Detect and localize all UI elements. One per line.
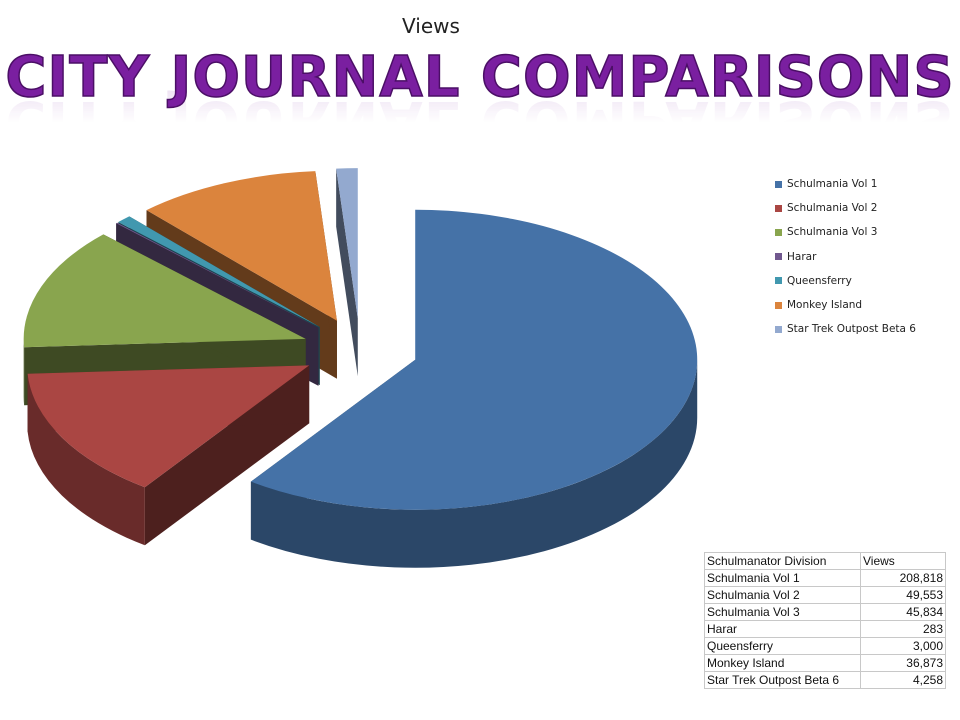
legend-swatch [775,180,782,188]
table-row: Queensferry 3,000 [704,637,946,655]
table-cell-division: Schulmania Vol 2 [704,586,861,604]
pie-slice-top: Schulmania Vol 3: 45834 [23,234,306,348]
chart-title: Views [402,14,460,38]
legend-label: Harar [787,250,817,263]
legend-label: Queensferry [787,274,852,287]
legend-label: Schulmania Vol 2 [787,202,878,215]
table-row: Schulmania Vol 3 45,834 [704,603,946,621]
page-headline: City Journal Comparisons [5,45,955,110]
legend-label: Monkey Island [787,299,863,312]
pie-slice-side [336,168,358,377]
pie-slices: Star Trek Outpost Beta 6: 4258Monkey Isl… [23,168,698,568]
legend-label: Schulmania Vol 1 [787,178,878,191]
pie-slice-0: Schulmania Vol 1: 208818 [250,209,698,568]
pie-slice-top: Harar: 283 [116,222,319,328]
legend-swatch [775,301,782,309]
pie-slice-top: Schulmania Vol 2: 49553 [27,365,310,488]
table-cell-division: Queensferry [704,637,861,655]
headline-reflection: City Journal Comparisons [5,88,955,153]
headline-block: City Journal Comparisons City Journal Co… [0,45,960,153]
legend-swatch [775,277,782,285]
pie-slice-top: Star Trek Outpost Beta 6: 4258 [336,168,358,319]
pie-chart: Star Trek Outpost Beta 6: 4258Monkey Isl… [23,168,698,568]
legend-label: Schulmania Vol 3 [787,226,878,239]
pie-slice-top: Schulmania Vol 1: 208818 [250,209,698,510]
pie-slice-top: Monkey Island: 36873 [146,171,337,321]
table-row: Star Trek Outpost Beta 6 4,258 [704,671,946,689]
pie-slice-1: Schulmania Vol 2: 49553 [27,365,310,546]
table-cell-views: 283 [860,620,946,638]
table-row: Schulmania Vol 2 49,553 [704,586,946,604]
table-row: Monkey Island 36,873 [704,654,946,672]
pie-slice-wall [250,359,698,568]
legend-item: Monkey Island [775,293,916,317]
legend-item: Schulmania Vol 3 [775,220,916,244]
table-cell-division: Harar [704,620,861,638]
legend-swatch [775,325,782,333]
legend-item: Queensferry [775,269,916,293]
legend-item: Schulmania Vol 2 [775,196,916,220]
pie-slice-top: Queensferry: 3000 [118,216,320,328]
legend-item: Star Trek Outpost Beta 6 [775,317,916,341]
legend-item: Schulmania Vol 1 [775,172,916,196]
data-table: Schulmanator Division Views Schulmania V… [704,552,946,689]
table-cell-views: 208,818 [860,569,946,587]
table-cell-division: Monkey Island [704,654,861,672]
table-header-row: Schulmanator Division Views [704,552,946,570]
table-header-division: Schulmanator Division [704,552,861,570]
table-cell-division: Schulmania Vol 3 [704,603,861,621]
table-cell-views: 4,258 [860,671,946,689]
table-cell-division: Star Trek Outpost Beta 6 [704,671,861,689]
table-cell-views: 45,834 [860,603,946,621]
table-row: Harar 283 [704,620,946,638]
table-cell-views: 49,553 [860,586,946,604]
legend-swatch [775,228,782,236]
table-cell-views: 36,873 [860,654,946,672]
table-cell-views: 3,000 [860,637,946,655]
table-header-views: Views [860,552,946,570]
chart-legend: Schulmania Vol 1 Schulmania Vol 2 Schulman… [775,172,916,341]
legend-item: Harar [775,245,916,269]
table-row: Schulmania Vol 1 208,818 [704,569,946,587]
legend-label: Star Trek Outpost Beta 6 [787,323,916,336]
pie-slice-wall [27,373,145,546]
legend-swatch [775,204,782,212]
legend-swatch [775,253,782,261]
table-cell-division: Schulmania Vol 1 [704,569,861,587]
pie-slice-6: Star Trek Outpost Beta 6: 4258 [336,168,358,377]
